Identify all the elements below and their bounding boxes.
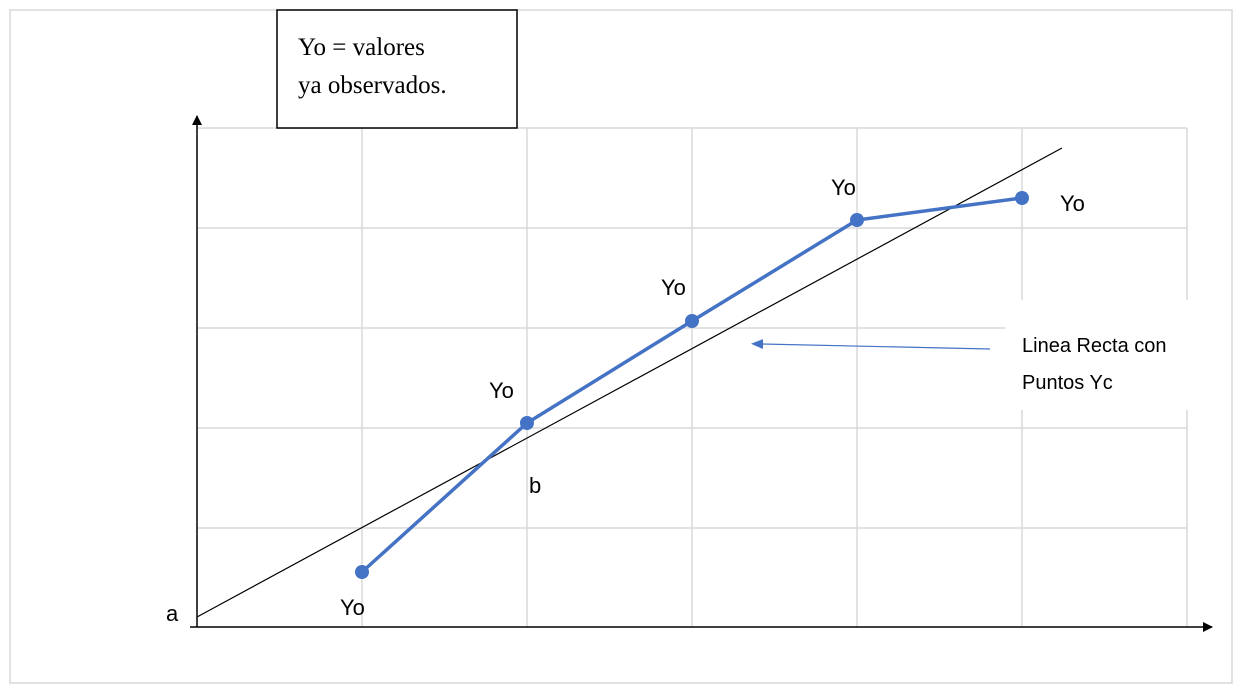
observed-points: [355, 191, 1029, 579]
label-mask: [1005, 300, 1230, 410]
line-label: Linea Recta con: [1022, 335, 1167, 357]
point-label: Yo: [340, 595, 365, 620]
slope-label: b: [529, 473, 541, 498]
regression-line: [196, 147, 1063, 618]
frame: [9, 9, 1233, 684]
pointer-arrow: [751, 339, 991, 350]
point-label: Yo: [1060, 191, 1085, 216]
note-line: ya observados.: [298, 72, 447, 99]
line-label: Puntos Yc: [1022, 372, 1113, 394]
note-box: [276, 9, 518, 129]
note-line: Yo = valores: [298, 34, 425, 61]
point-label: Yo: [831, 175, 856, 200]
point-label: Yo: [661, 275, 686, 300]
point-label: Yo: [489, 378, 514, 403]
intercept-label: a: [166, 601, 179, 626]
